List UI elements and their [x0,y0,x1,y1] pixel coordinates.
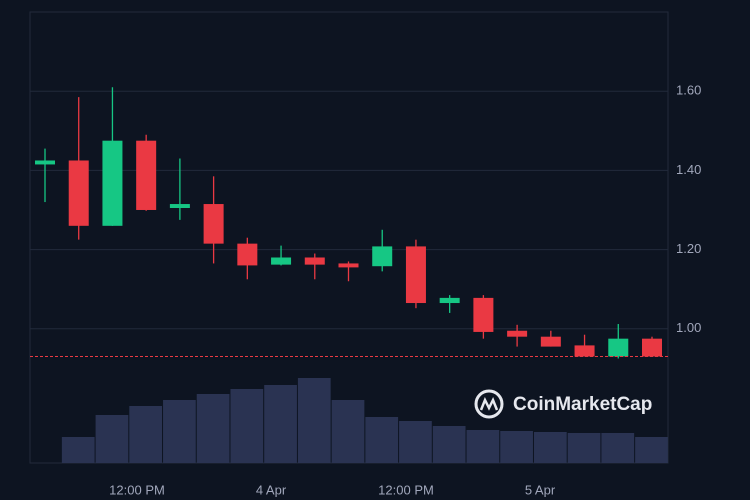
candle-body [405,246,426,304]
candle-body [642,338,662,357]
volume-bar [533,432,567,463]
watermark: CoinMarketCap [513,394,652,415]
y-tick-label: 1.00 [676,320,701,335]
candle-body [372,246,393,267]
candle-body [68,160,89,226]
volume-bar [297,378,331,463]
candle-body [540,336,561,347]
candle-body [507,330,528,337]
volume-bar [95,415,129,463]
y-tick-label: 1.40 [676,162,701,177]
volume-bar [61,437,95,463]
volume-bar [331,400,365,463]
x-tick-label: 5 Apr [525,482,556,497]
candle-body [136,140,157,210]
volume-bar [500,431,533,463]
candle-body [439,297,460,304]
volume-bar [466,430,500,463]
y-tick-label: 1.60 [676,83,701,98]
volume-bar [365,417,399,463]
candle-body [102,140,123,226]
candle-body [169,204,190,209]
volume-bar [399,421,432,463]
candle-body [608,338,629,357]
candle-body [271,257,292,265]
volume-bar [163,400,196,463]
x-tick-label: 4 Apr [256,482,287,497]
candle-body [473,297,494,332]
y-tick-label: 1.20 [676,241,701,256]
volume-bar [567,433,601,463]
volume-bar [129,406,163,463]
volume-bar [196,394,230,463]
candle-body [574,345,595,357]
x-tick-label: 12:00 PM [109,482,165,497]
volume-bar [264,385,297,463]
volume-bar [601,433,635,463]
candle-body [237,243,258,266]
candle-body [304,257,325,265]
volume-bar [230,389,264,463]
candle-body [35,160,55,165]
watermark-logo [474,389,504,419]
x-tick-label: 12:00 PM [378,482,434,497]
volume-bar [635,437,668,463]
volume-bar [432,426,466,463]
candle-body [338,263,359,268]
candle-body [203,204,224,244]
